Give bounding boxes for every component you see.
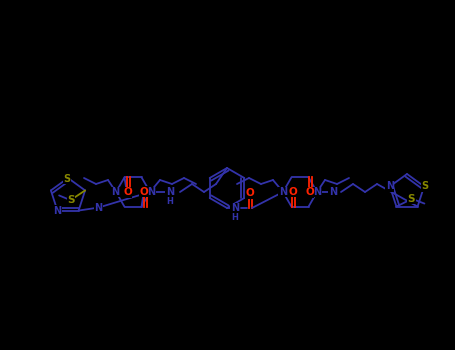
Text: N: N bbox=[279, 187, 287, 197]
Text: S: S bbox=[63, 174, 71, 184]
Text: H: H bbox=[232, 212, 238, 222]
Text: N: N bbox=[329, 187, 337, 197]
Text: N: N bbox=[313, 187, 321, 197]
Text: O: O bbox=[246, 188, 254, 198]
Text: H: H bbox=[167, 196, 173, 205]
Text: S: S bbox=[421, 181, 429, 191]
Text: N: N bbox=[111, 187, 119, 197]
Text: S: S bbox=[67, 195, 75, 205]
Text: N: N bbox=[95, 203, 103, 212]
Text: O: O bbox=[288, 187, 297, 197]
Text: S: S bbox=[408, 194, 415, 204]
Text: O: O bbox=[139, 187, 148, 197]
Text: N: N bbox=[147, 187, 155, 197]
Text: N: N bbox=[386, 181, 394, 191]
Text: O: O bbox=[305, 187, 314, 197]
Text: N: N bbox=[231, 203, 239, 213]
Text: N: N bbox=[53, 205, 61, 216]
Text: N: N bbox=[166, 187, 174, 197]
Text: O: O bbox=[123, 187, 132, 197]
